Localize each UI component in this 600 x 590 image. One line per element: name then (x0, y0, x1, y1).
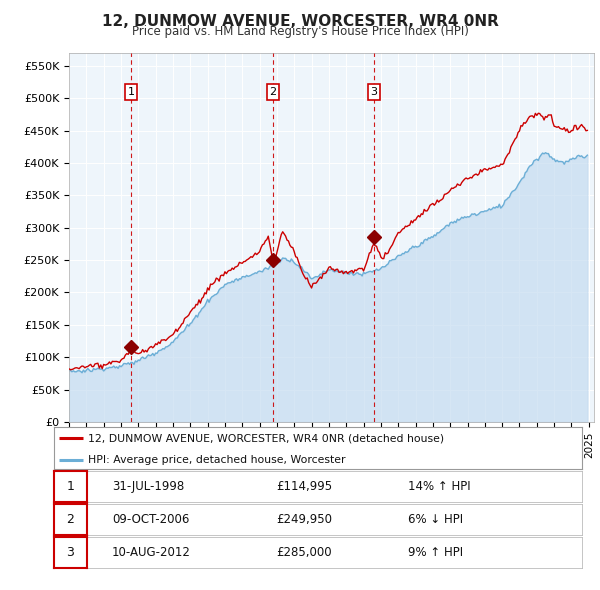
Text: £114,995: £114,995 (276, 480, 332, 493)
Text: 3: 3 (67, 546, 74, 559)
Text: 09-OCT-2006: 09-OCT-2006 (112, 513, 190, 526)
Text: 12, DUNMOW AVENUE, WORCESTER, WR4 0NR: 12, DUNMOW AVENUE, WORCESTER, WR4 0NR (101, 14, 499, 28)
Text: 12, DUNMOW AVENUE, WORCESTER, WR4 0NR (detached house): 12, DUNMOW AVENUE, WORCESTER, WR4 0NR (d… (88, 433, 445, 443)
Text: Price paid vs. HM Land Registry's House Price Index (HPI): Price paid vs. HM Land Registry's House … (131, 25, 469, 38)
Text: 31-JUL-1998: 31-JUL-1998 (112, 480, 184, 493)
Text: HPI: Average price, detached house, Worcester: HPI: Average price, detached house, Worc… (88, 455, 346, 465)
Text: 9% ↑ HPI: 9% ↑ HPI (408, 546, 463, 559)
Text: 2: 2 (269, 87, 277, 97)
Text: 3: 3 (371, 87, 377, 97)
Text: 6% ↓ HPI: 6% ↓ HPI (408, 513, 463, 526)
Text: 10-AUG-2012: 10-AUG-2012 (112, 546, 191, 559)
Text: 1: 1 (128, 87, 134, 97)
Text: 2: 2 (67, 513, 74, 526)
Text: 14% ↑ HPI: 14% ↑ HPI (408, 480, 470, 493)
Text: £249,950: £249,950 (276, 513, 332, 526)
Text: £285,000: £285,000 (276, 546, 331, 559)
Text: 1: 1 (67, 480, 74, 493)
